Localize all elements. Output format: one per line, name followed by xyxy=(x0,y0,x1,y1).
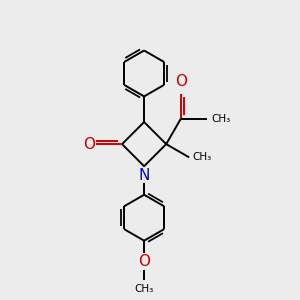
Text: O: O xyxy=(83,136,95,152)
Text: O: O xyxy=(175,74,187,89)
Text: CH₃: CH₃ xyxy=(193,152,212,162)
Text: N: N xyxy=(138,168,150,183)
Text: CH₃: CH₃ xyxy=(134,284,154,294)
Text: CH₃: CH₃ xyxy=(211,114,230,124)
Text: O: O xyxy=(138,254,150,269)
